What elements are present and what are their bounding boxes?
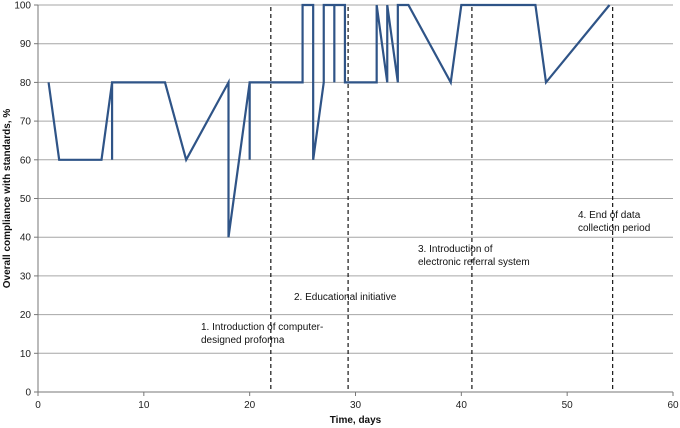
y-tick-label: 100 (14, 1, 31, 12)
y-tick-label: 10 (20, 349, 32, 360)
y-tick-label: 60 (20, 155, 32, 166)
y-tick-label: 30 (20, 271, 32, 282)
intervention-label-2: 2. Educational initiative (294, 292, 397, 303)
compliance-series-line (47, 3, 611, 238)
y-tick-label: 80 (20, 78, 32, 89)
intervention-annotations: 1. Introduction of computer-designed pro… (201, 210, 650, 346)
intervention-label-1: 1. Introduction of computer-designed pro… (201, 322, 323, 346)
y-tick-label: 90 (20, 39, 32, 50)
y-tick-label: 20 (20, 310, 32, 321)
y-tick-label: 40 (20, 233, 32, 244)
intervention-label-3: 3. Introduction of electronic referral sy… (418, 244, 530, 268)
x-tick-label: 20 (244, 400, 256, 411)
intervention-label-4: 4. End of data collection period (578, 210, 650, 234)
y-tick-label: 0 (25, 388, 31, 399)
x-tick-label: 50 (562, 400, 574, 411)
y-tick-labels: 0 10 20 30 40 50 60 70 80 90 100 (14, 1, 31, 399)
y-tick-label: 50 (20, 194, 32, 205)
y-axis-title: Overall compliance with standards, % (2, 109, 13, 289)
y-tick-label: 70 (20, 117, 32, 128)
x-tick-label: 40 (456, 400, 468, 411)
x-tick-label: 0 (35, 400, 41, 411)
x-tick-labels: 0 10 20 30 40 50 60 (35, 400, 679, 411)
x-tick-label: 60 (667, 400, 679, 411)
axes (34, 4, 674, 396)
intervention-lines (270, 7, 614, 392)
gridlines (38, 4, 673, 354)
x-tick-label: 10 (138, 400, 150, 411)
x-axis-title: Time, days (330, 415, 382, 426)
series-layer (47, 3, 611, 238)
x-tick-label: 30 (350, 400, 362, 411)
